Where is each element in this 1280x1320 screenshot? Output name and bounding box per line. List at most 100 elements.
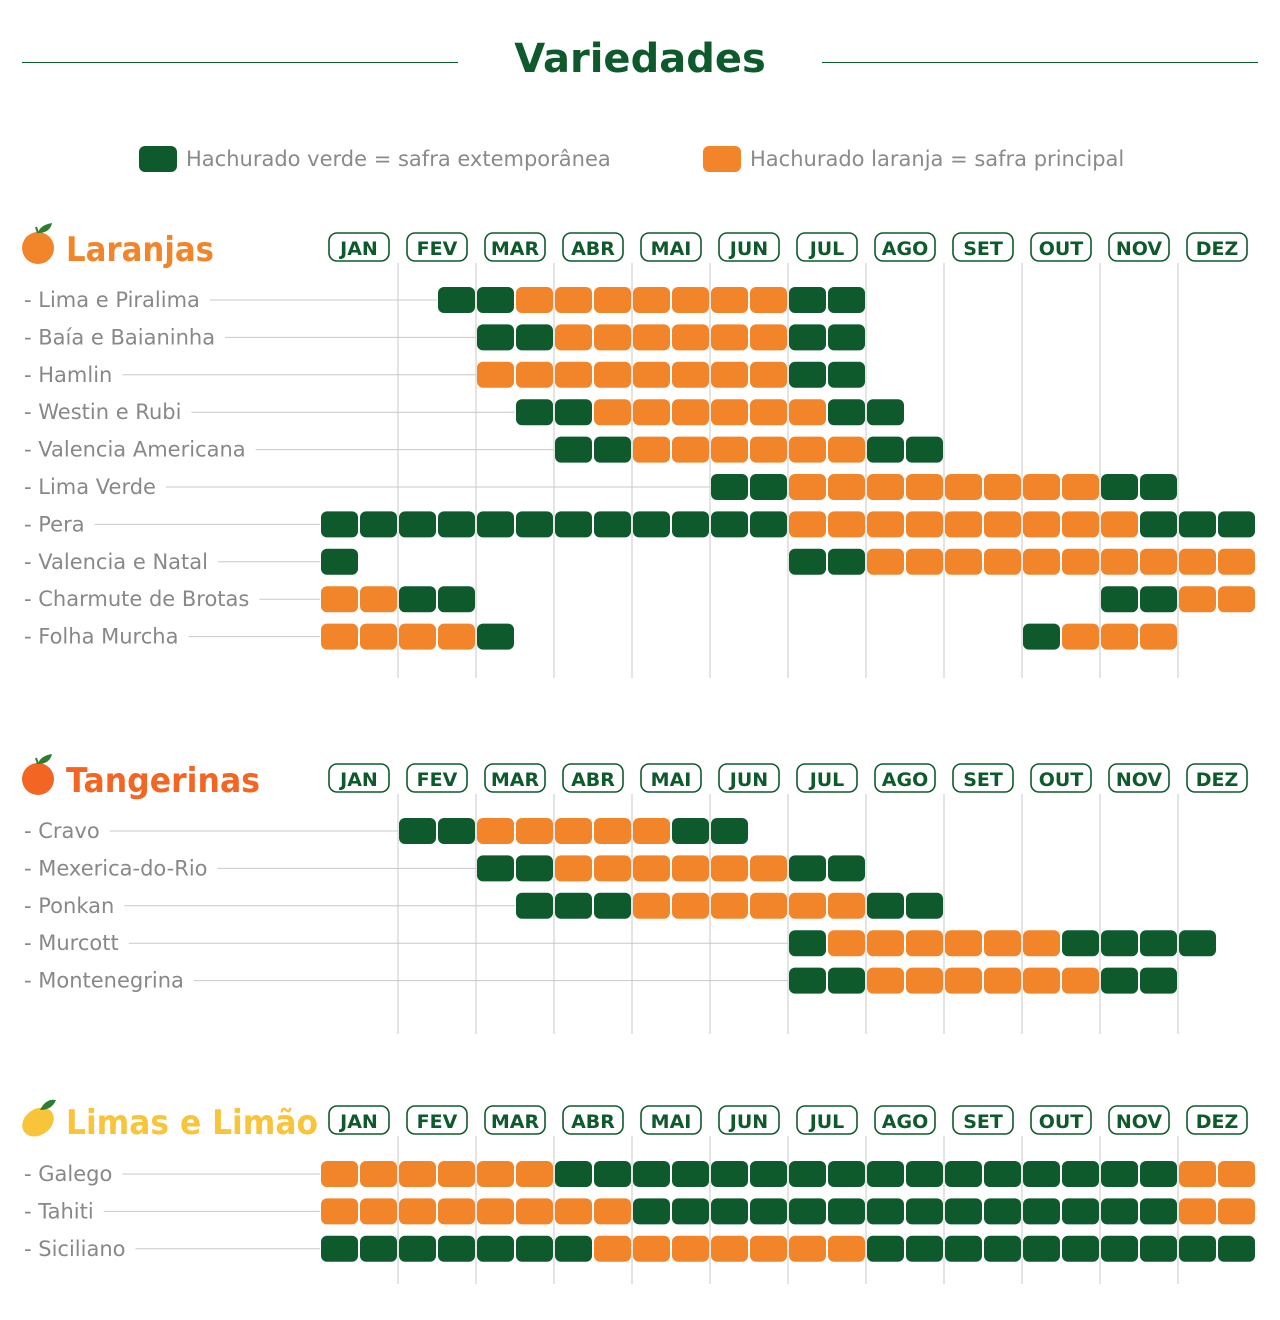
harvest-cell-principal (594, 287, 631, 313)
month-label: AGO (882, 1111, 928, 1133)
month-badge (1030, 1105, 1092, 1135)
month-label: OUT (1039, 1111, 1084, 1133)
month-label: AGO (882, 769, 928, 791)
harvest-cell-extemporanea (672, 1161, 709, 1187)
harvest-cell-principal (594, 855, 631, 882)
variety-label: - Pera (24, 512, 85, 536)
month-label: SET (963, 238, 1003, 260)
harvest-cell-principal (1101, 623, 1138, 650)
harvest-cell-principal (828, 436, 865, 463)
harvest-cell-principal (516, 361, 553, 388)
harvest-cell-extemporanea (1023, 1198, 1060, 1225)
harvest-cell-extemporanea (711, 818, 748, 844)
month-badge (1108, 1105, 1170, 1135)
harvest-cell-extemporanea (516, 892, 553, 919)
variety-row: - Hamlin (24, 361, 865, 388)
harvest-cell-principal (906, 967, 943, 994)
harvest-cell-principal (750, 361, 787, 388)
harvest-cell-extemporanea (867, 892, 904, 919)
harvest-cell-principal (1023, 967, 1060, 994)
harvest-cell-extemporanea (1140, 967, 1177, 994)
harvest-cell-extemporanea (750, 511, 787, 538)
group-title: Laranjas (66, 230, 214, 270)
harvest-cell-extemporanea (1101, 967, 1138, 994)
harvest-cell-principal (750, 892, 787, 919)
harvest-cell-extemporanea (984, 1235, 1021, 1262)
harvest-cell-extemporanea (1062, 1235, 1099, 1262)
harvest-cell-principal (555, 324, 592, 351)
harvest-cell-extemporanea (1062, 1161, 1099, 1187)
harvest-cell-extemporanea (399, 511, 436, 538)
harvest-cell-extemporanea (1140, 511, 1177, 538)
variety-label: - Baía e Baianinha (24, 325, 215, 349)
harvest-cell-extemporanea (1023, 1235, 1060, 1262)
harvest-cell-principal (828, 892, 865, 919)
harvest-cell-extemporanea (828, 548, 865, 575)
harvest-cell-principal (633, 399, 670, 426)
harvest-cell-extemporanea (360, 511, 397, 538)
variety-row: - Folha Murcha (24, 623, 1177, 650)
month-label: AGO (882, 238, 928, 260)
month-label: ABR (571, 769, 615, 791)
harvest-cell-principal (867, 511, 904, 538)
month-badge (406, 763, 468, 793)
variety-row: - Lima e Piralima (24, 287, 865, 313)
harvest-cell-principal (1179, 586, 1216, 613)
month-badge (562, 1105, 624, 1135)
month-label: JUL (808, 769, 845, 791)
month-label: MAR (491, 1111, 540, 1133)
harvest-cell-extemporanea (477, 1235, 514, 1262)
harvest-cell-extemporanea (1062, 930, 1099, 957)
month-label: MAR (491, 238, 540, 260)
harvest-cell-extemporanea (867, 436, 904, 463)
harvest-cell-principal (555, 818, 592, 844)
harvest-cell-extemporanea (594, 1161, 631, 1187)
harvest-cell-principal (1140, 623, 1177, 650)
tangerine-fruit-icon (22, 754, 54, 795)
harvest-cell-principal (750, 436, 787, 463)
harvest-cell-principal (789, 1235, 826, 1262)
harvest-cell-principal (1218, 548, 1255, 575)
harvest-cell-extemporanea (516, 1235, 553, 1262)
harvest-cell-principal (672, 361, 709, 388)
harvest-cell-principal (750, 399, 787, 426)
harvest-cell-extemporanea (555, 1235, 592, 1262)
harvest-cell-extemporanea (906, 892, 943, 919)
variety-label: - Montenegrina (24, 969, 184, 993)
harvest-cell-extemporanea (516, 511, 553, 538)
month-badge (640, 763, 702, 793)
harvest-cell-extemporanea (828, 287, 865, 313)
harvest-cell-extemporanea (399, 1235, 436, 1262)
month-badge (484, 763, 546, 793)
harvest-cell-principal (750, 1235, 787, 1262)
harvest-cell-principal (360, 586, 397, 613)
legend-swatch-principal (703, 146, 741, 172)
variety-row: - Lima Verde (24, 474, 1177, 500)
harvest-cell-principal (516, 818, 553, 844)
harvest-cell-principal (672, 324, 709, 351)
harvest-cell-principal (477, 1198, 514, 1225)
harvest-cell-extemporanea (1140, 1235, 1177, 1262)
variety-row: - Murcott (24, 930, 1216, 957)
harvest-cell-principal (633, 287, 670, 313)
harvest-cell-principal (984, 511, 1021, 538)
harvest-cell-extemporanea (672, 511, 709, 538)
harvest-cell-extemporanea (1140, 1161, 1177, 1187)
harvest-cell-principal (633, 436, 670, 463)
harvest-cell-extemporanea (321, 511, 358, 538)
harvest-cell-extemporanea (711, 474, 748, 500)
harvest-cell-extemporanea (477, 511, 514, 538)
variety-row: - Baía e Baianinha (24, 324, 865, 351)
variety-row: - Tahiti (24, 1198, 1255, 1225)
variety-label: - Mexerica-do-Rio (24, 856, 208, 880)
harvest-cell-extemporanea (516, 324, 553, 351)
month-label: FEV (417, 238, 458, 260)
month-label: NOV (1116, 1111, 1163, 1133)
variety-label: - Valencia Americana (24, 438, 246, 462)
harvest-cell-principal (906, 474, 943, 500)
month-badge (562, 763, 624, 793)
harvest-cell-extemporanea (438, 1235, 475, 1262)
variety-row: - Siciliano (24, 1235, 1255, 1262)
harvest-cell-extemporanea (516, 399, 553, 426)
